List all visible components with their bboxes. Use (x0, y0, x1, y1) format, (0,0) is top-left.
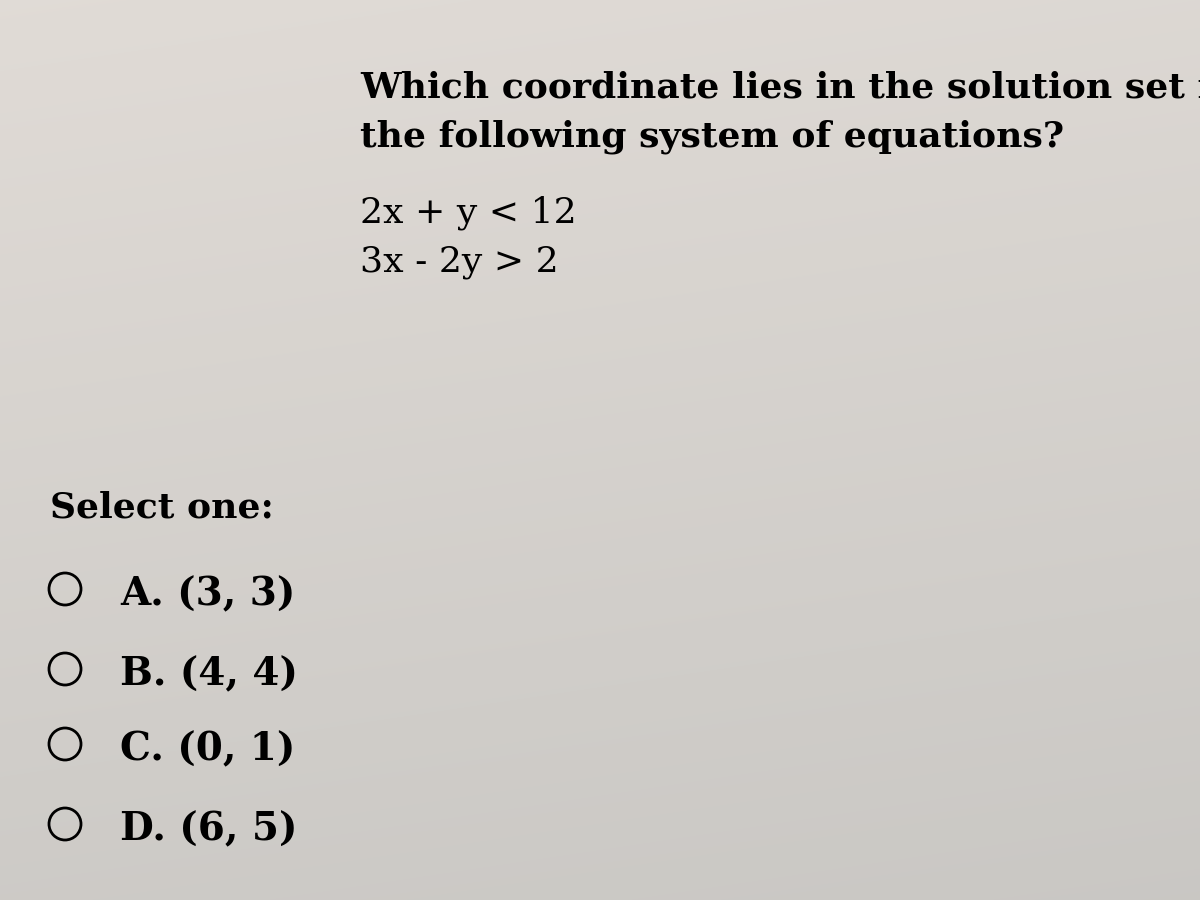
Text: Select one:: Select one: (50, 490, 274, 524)
Text: 3x - 2y > 2: 3x - 2y > 2 (360, 245, 559, 279)
Text: D. (6, 5): D. (6, 5) (120, 810, 298, 848)
Text: 2x + y < 12: 2x + y < 12 (360, 195, 577, 230)
Text: B. (4, 4): B. (4, 4) (120, 655, 298, 693)
Text: C. (0, 1): C. (0, 1) (120, 730, 295, 768)
Text: the following system of equations?: the following system of equations? (360, 120, 1064, 155)
Text: Which coordinate lies in the solution set for: Which coordinate lies in the solution se… (360, 70, 1200, 104)
Text: A. (3, 3): A. (3, 3) (120, 575, 295, 613)
